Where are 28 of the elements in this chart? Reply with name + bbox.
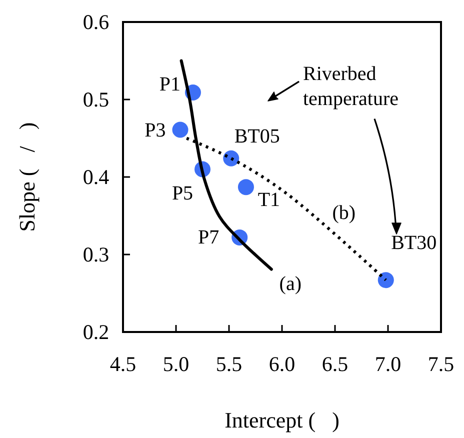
y-tick-label: 0.2 <box>82 320 110 344</box>
x-tick-label: 7.0 <box>374 352 402 376</box>
x-tick-label: 5.0 <box>162 352 190 376</box>
annotation: Riverbed temperature <box>303 63 399 110</box>
point <box>238 179 254 196</box>
x-tick-label: 6.0 <box>268 352 296 376</box>
y-tick-label: 0.3 <box>82 242 110 266</box>
y-tick-label: 0.4 <box>82 165 110 189</box>
series-label: P3 <box>144 120 166 142</box>
y-tick-label: 0.6 <box>82 10 110 34</box>
series-label: T1 <box>258 189 280 212</box>
series-label: (b) <box>332 202 356 224</box>
x-tick-label: 4.5 <box>110 352 136 376</box>
point <box>223 150 240 166</box>
series-label: P5 <box>172 182 194 204</box>
y-tick-label: 0.5 <box>82 88 110 112</box>
series-label: BT05 <box>234 125 280 148</box>
x-axis-title: Intercept ( ) <box>224 408 340 432</box>
point <box>378 272 394 288</box>
series-label: (a) <box>279 273 302 296</box>
series-label: P1 <box>159 74 181 96</box>
y-axis-title: Slope ( / ) <box>14 122 40 232</box>
x-tick-label: 6.5 <box>322 352 348 376</box>
x-tick-label: 7.5 <box>428 352 454 376</box>
x-tick-label: 5.5 <box>216 352 242 376</box>
series-label: P7 <box>198 226 220 248</box>
point <box>172 122 188 138</box>
series-label: BT30 <box>391 232 437 254</box>
